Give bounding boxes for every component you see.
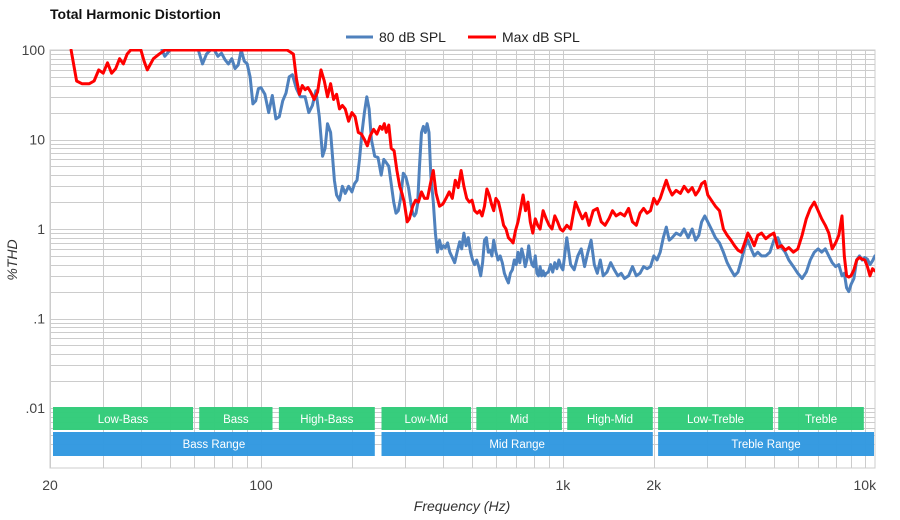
band-label: Treble bbox=[805, 414, 837, 426]
x-tick-label: 2k bbox=[646, 477, 662, 493]
x-tick-label: 20 bbox=[42, 477, 58, 493]
legend-item-max[interactable]: Max dB SPL bbox=[468, 29, 580, 45]
range-treble-range bbox=[658, 432, 874, 456]
band-treble bbox=[778, 407, 864, 430]
frequency-bands: Low-Bass Bass High-Bass Low-Mid Mid High-Mid L… bbox=[53, 407, 874, 456]
band-low-mid bbox=[381, 407, 472, 430]
series-line-max bbox=[69, 49, 875, 279]
x-tick-label: 10k bbox=[854, 477, 878, 493]
band-label: Mid bbox=[510, 414, 529, 426]
y-tick-label: .1 bbox=[33, 311, 45, 327]
band-low-bass bbox=[53, 407, 194, 430]
plot-border bbox=[49, 49, 876, 469]
legend-label-max: Max dB SPL bbox=[502, 29, 580, 45]
band-label: High-Mid bbox=[587, 414, 633, 426]
range-label: Mid Range bbox=[489, 439, 545, 451]
range-mid-range bbox=[381, 432, 653, 456]
range-label: Bass Range bbox=[183, 439, 246, 451]
band-high-mid bbox=[567, 407, 653, 430]
y-tick-label: .01 bbox=[26, 400, 46, 416]
band-label: Low-Mid bbox=[405, 414, 448, 426]
band-mid bbox=[476, 407, 562, 430]
band-label: Low-Bass bbox=[98, 414, 149, 426]
x-axis-label: Frequency (Hz) bbox=[414, 498, 510, 514]
x-tick-label: 1k bbox=[556, 477, 572, 493]
legend-item-80db[interactable]: 80 dB SPL bbox=[346, 29, 446, 45]
x-tick-labels: 20 100 1k 2k 10k bbox=[42, 477, 877, 493]
band-high-bass bbox=[278, 407, 375, 430]
legend: 80 dB SPL Max dB SPL bbox=[346, 29, 580, 45]
y-tick-labels: 100 10 1 .1 .01 bbox=[22, 42, 46, 416]
x-tick-label: 100 bbox=[249, 477, 273, 493]
band-label: Bass bbox=[223, 414, 249, 426]
band-label: Low-Treble bbox=[687, 414, 744, 426]
y-axis-label: %THD bbox=[4, 239, 20, 280]
series-lines bbox=[69, 49, 875, 294]
range-bass-range bbox=[53, 432, 375, 456]
y-tick-label: 100 bbox=[22, 42, 46, 58]
chart-title: Total Harmonic Distortion bbox=[50, 6, 221, 22]
y-tick-label: 10 bbox=[29, 132, 45, 148]
y-tick-label: 1 bbox=[37, 221, 45, 237]
legend-label-80db: 80 dB SPL bbox=[379, 29, 446, 45]
grid bbox=[49, 49, 876, 469]
range-label: Treble Range bbox=[731, 439, 800, 451]
band-bass bbox=[199, 407, 273, 430]
series-line-80db bbox=[160, 49, 875, 294]
band-low-treble bbox=[658, 407, 773, 430]
band-label: High-Bass bbox=[300, 414, 353, 426]
